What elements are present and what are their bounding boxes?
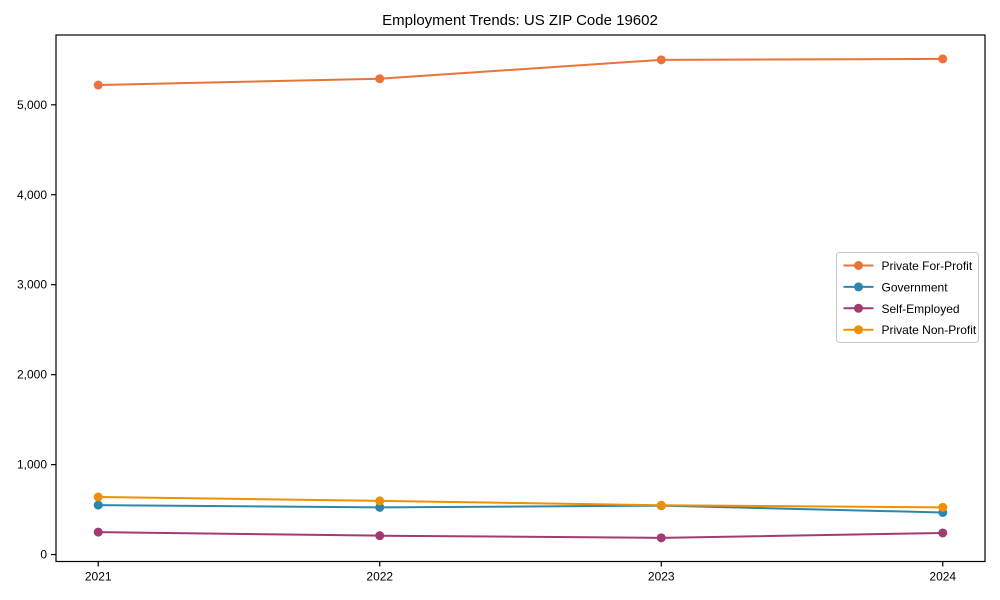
x-tick-label: 2021	[85, 570, 112, 584]
series-line	[97, 496, 944, 509]
legend-box	[836, 252, 979, 343]
legend-sample-marker	[854, 325, 863, 335]
legend-label: Private For-Profit	[882, 259, 973, 273]
data-point-marker	[656, 55, 666, 65]
y-tick-label: 3,000	[17, 278, 47, 292]
data-point-marker	[938, 502, 948, 512]
legend-label: Private Non-Profit	[882, 323, 977, 337]
legend-sample-marker	[854, 303, 863, 313]
y-tick-label: 4,000	[17, 188, 47, 202]
data-point-marker	[375, 531, 385, 541]
series-line	[97, 531, 944, 539]
plot-area-border	[55, 34, 986, 563]
plot-layer: 0 1,000 2,000 3,000 4,000 5,000 2021 2022 2023 20…	[17, 34, 986, 584]
legend-sample-marker	[854, 261, 863, 270]
data-point-marker	[93, 492, 103, 502]
data-point-marker	[938, 54, 948, 64]
y-tick-label: 0	[40, 548, 47, 562]
data-point-marker	[938, 528, 948, 538]
data-point-marker	[656, 533, 666, 543]
series-line	[97, 57, 944, 87]
y-tick-label: 1,000	[17, 458, 47, 472]
y-tick-label: 5,000	[17, 98, 47, 112]
x-tick-label: 2024	[929, 570, 956, 584]
chart-title: Employment Trends: US ZIP Code 19602	[382, 12, 658, 29]
data-point-marker	[375, 496, 385, 506]
data-point-marker	[93, 80, 103, 90]
legend-label: Government	[882, 280, 949, 294]
legend-sample-marker	[854, 282, 863, 292]
data-point-marker	[93, 500, 103, 510]
x-tick-label: 2023	[648, 570, 675, 584]
data-point-marker	[375, 502, 385, 512]
series-line	[97, 504, 944, 514]
data-point-marker	[375, 74, 385, 84]
data-point-marker	[656, 500, 666, 510]
data-point-marker	[93, 527, 103, 537]
y-tick-label: 2,000	[17, 368, 47, 382]
legend-label: Self-Employed	[882, 302, 960, 316]
x-tick-label: 2022	[366, 570, 393, 584]
